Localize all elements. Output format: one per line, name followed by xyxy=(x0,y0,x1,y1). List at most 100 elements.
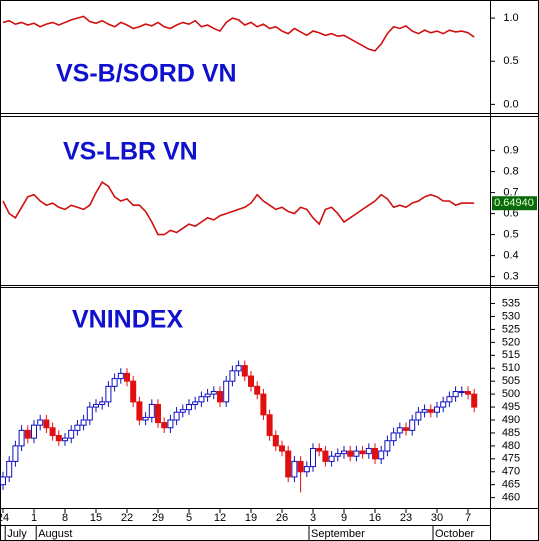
candle-body xyxy=(440,401,447,408)
candle-body xyxy=(124,372,130,382)
candle-body xyxy=(24,429,31,439)
candle-body xyxy=(223,380,230,403)
candle-body xyxy=(6,460,13,478)
candle-body xyxy=(0,476,6,486)
candle-body xyxy=(111,378,118,387)
x-tick-label: 26 xyxy=(276,512,288,524)
x-tick-label: 19 xyxy=(245,512,257,524)
candle-body xyxy=(210,391,217,395)
candle-body xyxy=(248,375,254,387)
y-tick-label: 475 xyxy=(502,453,520,465)
candle-body xyxy=(421,409,428,413)
candle-body xyxy=(396,427,403,434)
candle-body xyxy=(68,429,75,439)
candle-body xyxy=(316,447,323,452)
candle-body xyxy=(179,409,186,413)
candle-body xyxy=(353,450,360,457)
x-tick-label: 3 xyxy=(310,512,316,524)
candle-body xyxy=(390,432,397,442)
candle-body xyxy=(37,419,44,426)
month-label: September xyxy=(311,528,365,540)
candle-body xyxy=(105,385,112,403)
y-tick-label: 0.7 xyxy=(503,187,518,199)
y-tick-label: 0.6 xyxy=(503,208,518,220)
candle-body xyxy=(204,393,211,398)
candle-body xyxy=(471,393,478,408)
candle-body xyxy=(260,393,267,416)
candle-body xyxy=(99,401,106,405)
candle-body xyxy=(62,437,68,442)
current-value-label: 0.64940 xyxy=(494,197,534,209)
line xyxy=(2,180,475,236)
x-tick-label: 22 xyxy=(121,512,133,524)
candle-body xyxy=(186,403,192,411)
candle-body xyxy=(31,424,37,439)
y-tick-label: 460 xyxy=(502,492,520,504)
x-tick-label: 12 xyxy=(214,512,226,524)
y-tick-label: 0.8 xyxy=(503,166,518,178)
candle-body xyxy=(465,391,471,395)
candle-body xyxy=(458,391,465,394)
y-tick-label: 470 xyxy=(502,466,520,478)
y-tick-label: 465 xyxy=(502,479,520,491)
candle-body xyxy=(254,385,261,395)
candle-body xyxy=(347,450,354,457)
candle-body xyxy=(235,365,242,372)
y-tick-label: 0.4 xyxy=(503,250,518,262)
y-tick-label: 535 xyxy=(502,297,520,309)
y-tick-label: 530 xyxy=(502,310,520,322)
x-tick-label: 7 xyxy=(465,512,471,524)
candle-body xyxy=(86,406,93,421)
y-tick-label: 0.5 xyxy=(503,229,518,241)
panel-title: VS-B/SORD VN xyxy=(56,60,237,88)
line xyxy=(2,15,475,52)
candle-body xyxy=(310,447,316,468)
y-tick-label: 500 xyxy=(502,388,520,400)
y-tick-label: 485 xyxy=(502,427,520,439)
candle-body xyxy=(372,447,378,460)
candle-body xyxy=(297,460,304,473)
candle-body xyxy=(12,445,19,462)
candle-body xyxy=(155,403,161,424)
y-tick-label: 505 xyxy=(502,375,520,387)
candle-body xyxy=(403,427,409,431)
candle-body xyxy=(378,450,385,460)
candle-body xyxy=(130,380,137,403)
x-tick-label: 30 xyxy=(431,512,443,524)
candle-body xyxy=(148,403,155,418)
candle-body xyxy=(334,453,341,457)
y-tick-label: 520 xyxy=(502,336,520,348)
y-tick-label: 490 xyxy=(502,414,520,426)
y-tick-label: 510 xyxy=(502,362,520,374)
candle-body xyxy=(272,435,279,447)
y-tick-label: 495 xyxy=(502,401,520,413)
y-tick-label: 0.9 xyxy=(503,145,518,157)
candle-body xyxy=(452,391,459,398)
y-tick-label: 525 xyxy=(502,323,520,335)
candle-body xyxy=(322,450,329,462)
y-tick-label: 480 xyxy=(502,440,520,452)
candle-body xyxy=(285,450,292,478)
x-tick-label: 9 xyxy=(341,512,347,524)
candle-body xyxy=(241,365,248,377)
candle-body xyxy=(198,396,205,403)
candle-body xyxy=(365,447,372,455)
x-tick-label: 5 xyxy=(186,512,192,524)
candle-body xyxy=(136,401,143,421)
candle-body xyxy=(217,391,223,403)
candle-body xyxy=(192,401,199,405)
x-tick-label: 15 xyxy=(90,512,102,524)
candle-body xyxy=(18,429,25,447)
y-tick-label: 0.0 xyxy=(503,98,518,110)
candle-body xyxy=(328,455,335,462)
y-tick-label: 0.5 xyxy=(503,55,518,67)
x-tick-label: 1 xyxy=(31,512,37,524)
candle-body xyxy=(415,411,422,421)
month-label: August xyxy=(38,528,72,540)
candle-body xyxy=(303,466,310,473)
candle-body xyxy=(279,445,285,452)
candle-body xyxy=(434,406,440,413)
y-tick-label: 515 xyxy=(502,349,520,361)
candle-body xyxy=(173,411,180,421)
candle-body xyxy=(427,409,434,413)
